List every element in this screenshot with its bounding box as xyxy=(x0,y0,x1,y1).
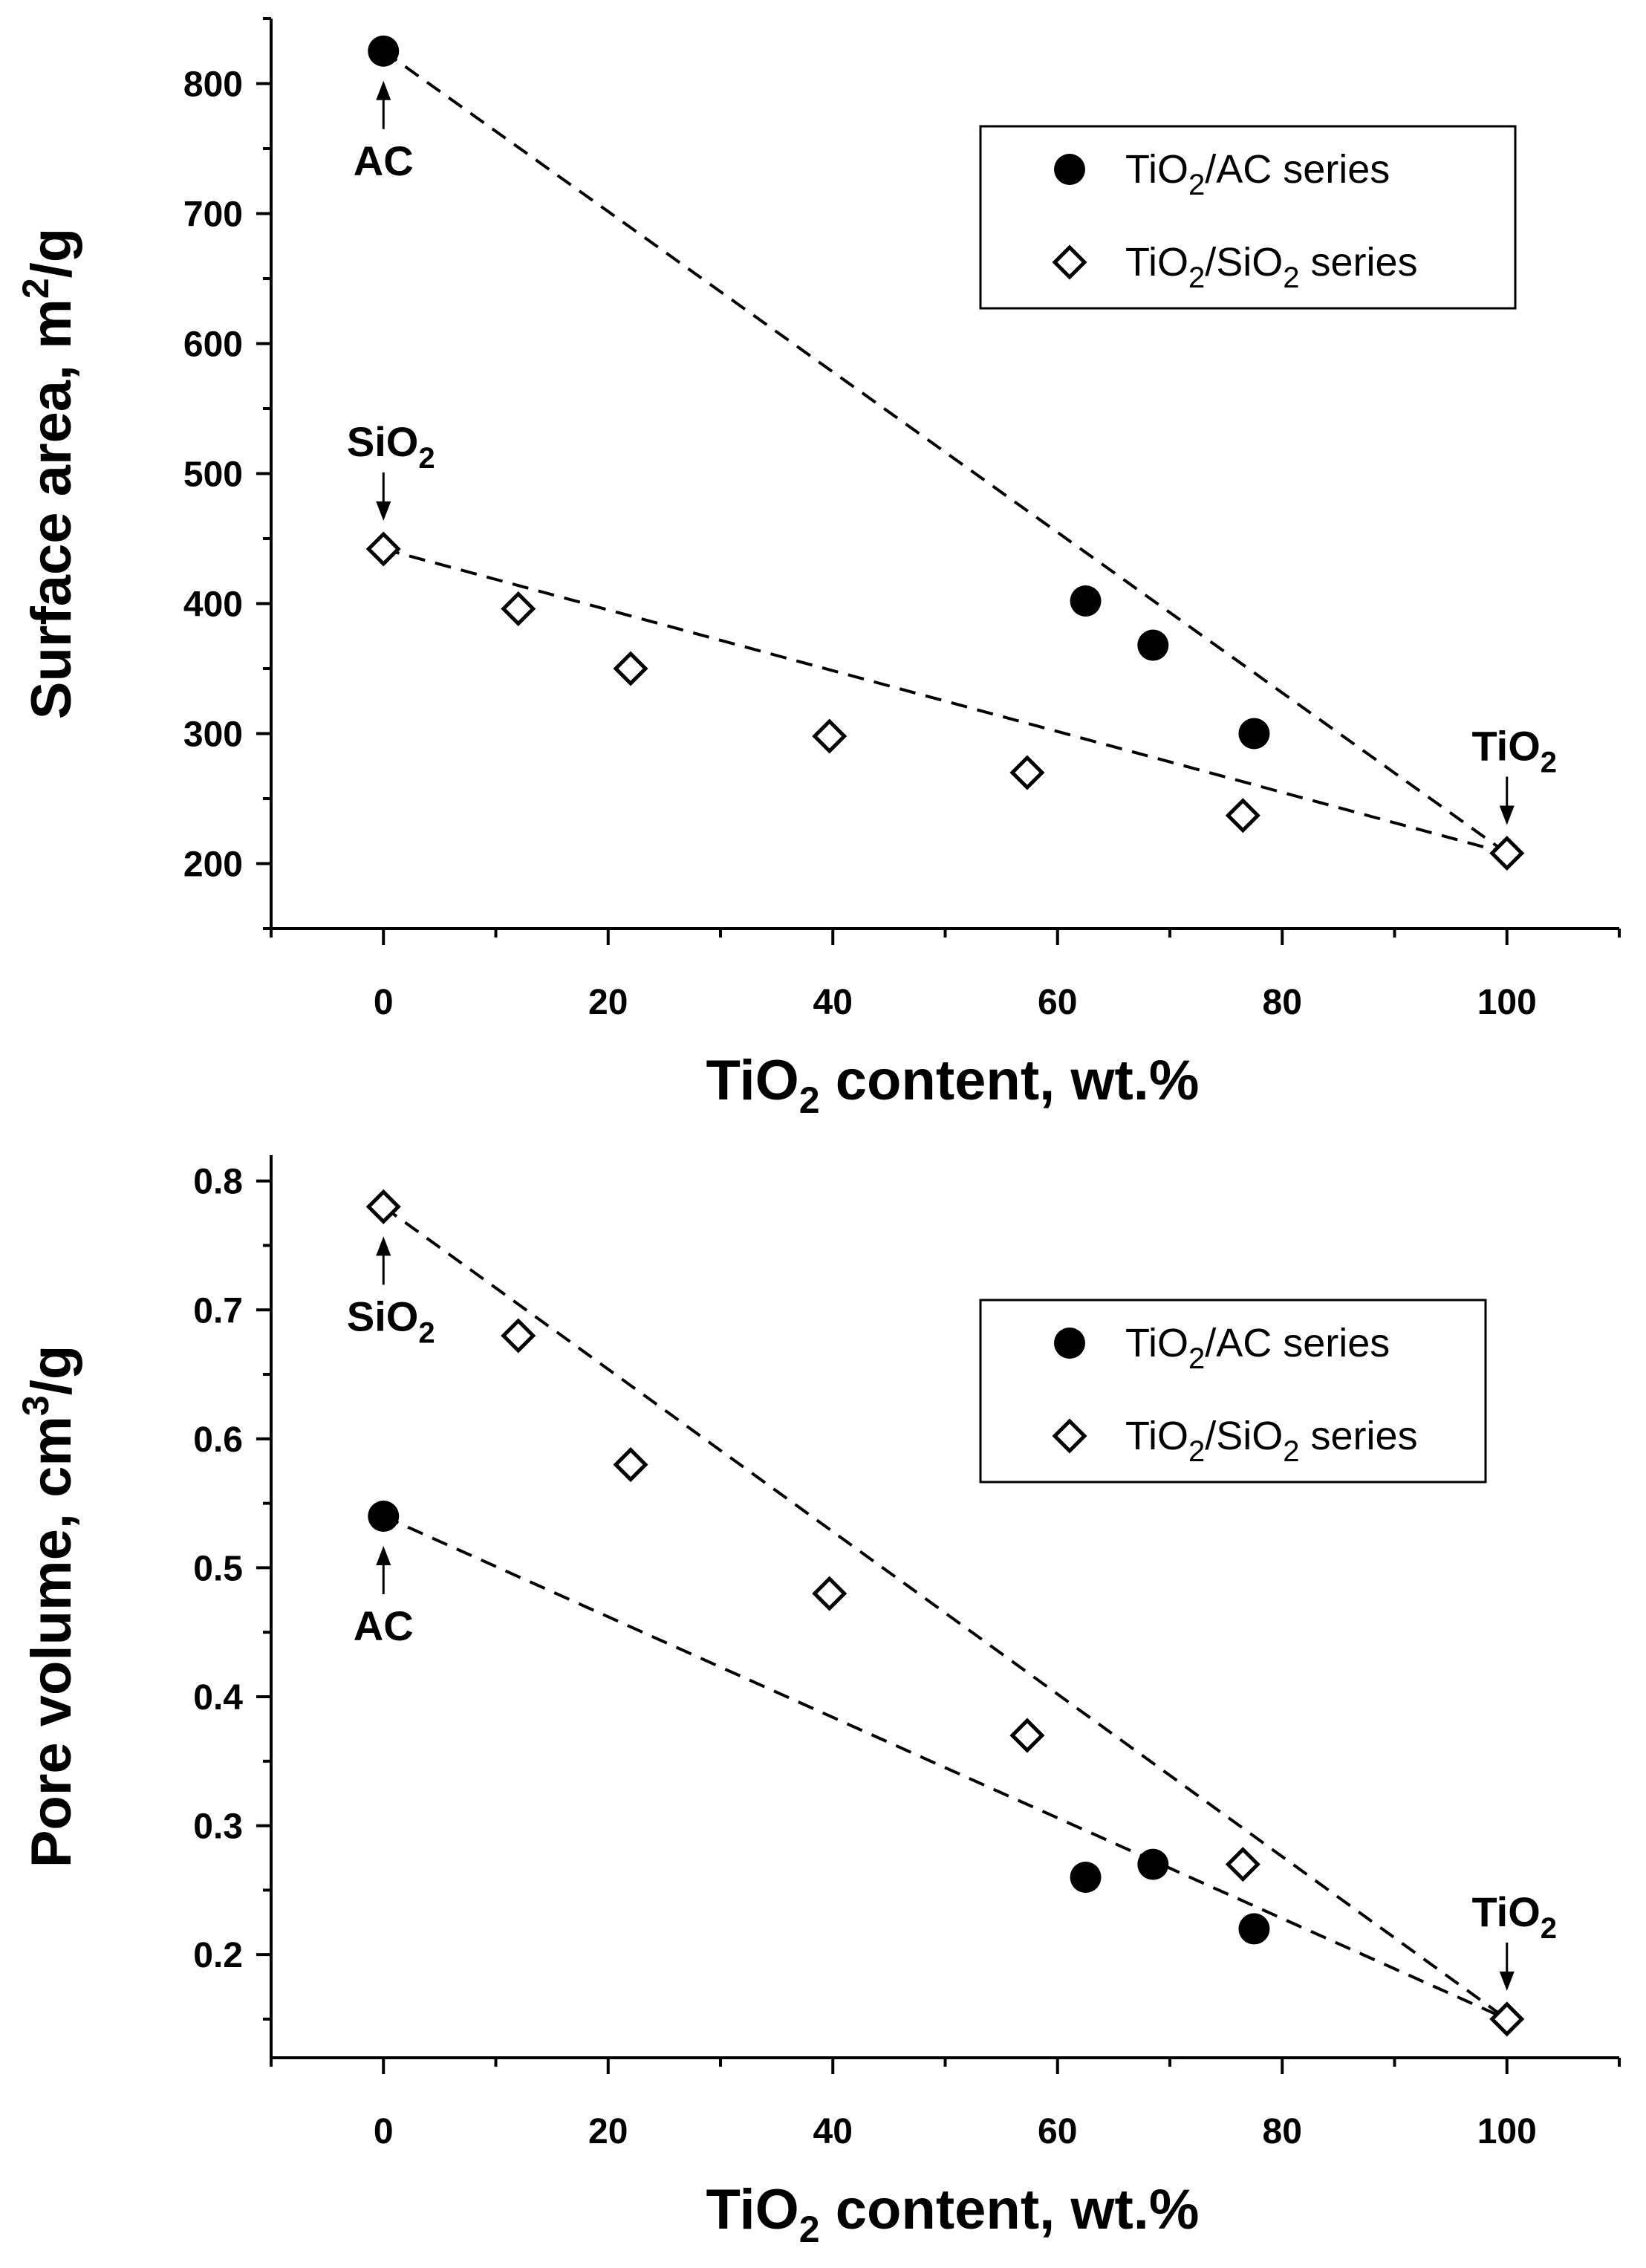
data-point-sio2 xyxy=(1225,1847,1260,1882)
data-point-sio2 xyxy=(501,1318,536,1354)
x-tick-label: 0 xyxy=(374,983,394,1022)
data-point-sio2 xyxy=(812,718,848,754)
data-point-sio2 xyxy=(365,1189,401,1224)
y-axis-title: Surface area, m2/g xyxy=(15,228,83,719)
legend-entry-label: TiO2/SiO2 series xyxy=(1125,1414,1418,1468)
data-point-sio2 xyxy=(365,531,401,567)
x-tick-label: 80 xyxy=(1263,2112,1302,2151)
fit-line xyxy=(383,547,1508,855)
legend-entry-label: TiO2/AC series xyxy=(1125,147,1390,201)
x-axis-title: TiO2 content, wt.% xyxy=(706,1049,1200,1121)
y-tick-label: 400 xyxy=(183,585,243,625)
data-point-sio2 xyxy=(1009,755,1045,790)
fit-line xyxy=(383,1515,1508,2021)
data-point-sio2 xyxy=(1489,835,1525,871)
data-point-ac xyxy=(1070,585,1102,617)
x-tick-label: 60 xyxy=(1038,2112,1077,2151)
data-point-ac xyxy=(368,1501,400,1532)
annotation-arrowhead xyxy=(376,1546,391,1565)
data-point-sio2 xyxy=(1009,1718,1045,1753)
x-axis-title: TiO2 content, wt.% xyxy=(706,2178,1200,2250)
annotation-arrowhead xyxy=(1499,805,1515,825)
data-point-sio2 xyxy=(501,591,536,627)
data-point-sio2 xyxy=(613,1447,648,1483)
y-tick-label: 0.4 xyxy=(193,1678,243,1718)
legend: TiO2/AC series TiO2/SiO2 series xyxy=(979,1299,1487,1484)
x-tick-label: 20 xyxy=(588,2112,628,2151)
annotation-arrowhead xyxy=(1499,1971,1515,1991)
y-tick-label: 0.3 xyxy=(193,1807,243,1847)
annotation-label: SiO2 xyxy=(347,418,435,475)
annotation-arrowhead xyxy=(376,80,391,100)
x-tick-label: 0 xyxy=(374,2112,394,2151)
legend-marker-sio2 xyxy=(1052,244,1087,280)
legend-marker-ac xyxy=(1054,154,1085,185)
annotation-arrowhead xyxy=(376,501,391,521)
x-tick-label: 40 xyxy=(813,2112,853,2151)
y-tick-label: 0.5 xyxy=(193,1549,243,1588)
annotation-label: AC xyxy=(354,1602,414,1649)
data-point-ac xyxy=(368,35,400,67)
x-tick-label: 100 xyxy=(1477,983,1537,1022)
pore-volume-panel: 0.2 0.3 0.4 0.5 0.6 0.7 0.8 0 20 40 60 80 100 TiO2 co… xyxy=(15,1155,1621,2250)
y-tick-label: 0.2 xyxy=(193,1936,243,1975)
legend-marker-sio2 xyxy=(1052,1418,1087,1454)
data-point-ac xyxy=(1137,629,1169,661)
data-point-sio2 xyxy=(812,1576,848,1611)
y-tick-label: 800 xyxy=(183,65,243,105)
y-tick-label: 700 xyxy=(183,195,243,235)
data-point-ac xyxy=(1238,718,1270,750)
x-tick-label: 20 xyxy=(588,983,628,1022)
x-tick-label: 80 xyxy=(1263,983,1302,1022)
y-tick-label: 200 xyxy=(183,845,243,885)
data-point-sio2 xyxy=(1225,798,1260,834)
fit-line xyxy=(383,1205,1508,2021)
y-axis-title: Pore volume, cm3/g xyxy=(15,1345,83,1868)
y-tick-label: 300 xyxy=(183,715,243,755)
fit-line xyxy=(383,50,1508,855)
data-point-sio2 xyxy=(1489,2001,1525,2037)
surface-area-panel: 200 300 400 500 600 700 800 0 20 40 60 80 100 TiO2 co… xyxy=(15,17,1621,1121)
y-tick-label: 0.7 xyxy=(193,1291,243,1330)
x-tick-label: 100 xyxy=(1477,2112,1537,2151)
annotation-label: AC xyxy=(354,137,414,184)
x-tick-label: 40 xyxy=(813,983,853,1022)
data-point-ac xyxy=(1137,1848,1169,1880)
y-tick-label: 0.6 xyxy=(193,1420,243,1460)
y-tick-label: 600 xyxy=(183,325,243,365)
annotation-label: SiO2 xyxy=(347,1293,435,1349)
legend-marker-ac xyxy=(1054,1328,1085,1359)
annotation-label: TiO2 xyxy=(1471,723,1557,779)
legend-entry-label: TiO2/SiO2 series xyxy=(1125,240,1418,294)
annotation-arrowhead xyxy=(376,1236,391,1256)
data-point-sio2 xyxy=(613,651,648,686)
y-tick-label: 500 xyxy=(183,455,243,495)
data-point-ac xyxy=(1238,1913,1270,1945)
legend: TiO2/AC series TiO2/SiO2 series xyxy=(979,125,1517,310)
annotation-label: TiO2 xyxy=(1471,1888,1557,1945)
x-tick-label: 60 xyxy=(1038,983,1077,1022)
legend-entry-label: TiO2/AC series xyxy=(1125,1321,1390,1375)
data-point-ac xyxy=(1070,1862,1102,1893)
y-tick-label: 0.8 xyxy=(193,1163,243,1202)
